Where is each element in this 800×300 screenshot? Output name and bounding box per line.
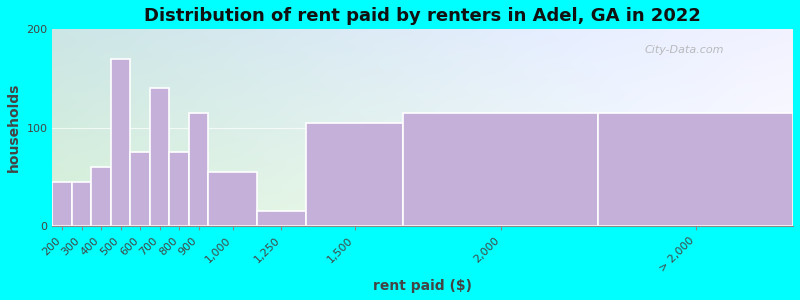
Bar xyxy=(91,167,111,226)
Bar xyxy=(111,59,130,226)
Text: City-Data.com: City-Data.com xyxy=(645,45,725,55)
Bar xyxy=(598,113,793,226)
Bar xyxy=(306,123,403,226)
Y-axis label: households: households xyxy=(7,83,21,172)
Bar xyxy=(257,211,306,226)
Bar xyxy=(150,88,170,226)
Bar xyxy=(130,152,150,226)
Bar xyxy=(72,182,91,226)
X-axis label: rent paid ($): rent paid ($) xyxy=(374,279,472,293)
Title: Distribution of rent paid by renters in Adel, GA in 2022: Distribution of rent paid by renters in … xyxy=(144,7,702,25)
Bar xyxy=(208,172,257,226)
Bar xyxy=(189,113,208,226)
Bar xyxy=(170,152,189,226)
Bar xyxy=(403,113,598,226)
Bar xyxy=(53,182,72,226)
